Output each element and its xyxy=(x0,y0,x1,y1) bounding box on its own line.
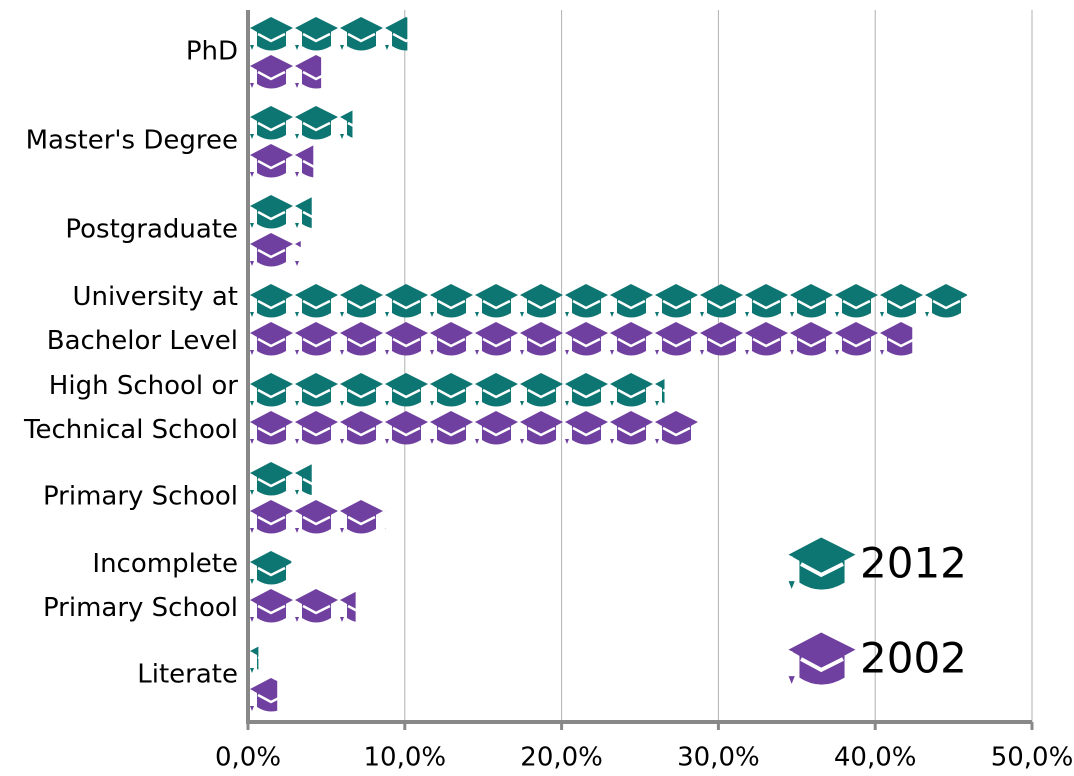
bar xyxy=(249,282,968,320)
y-tick-label: Postgraduate xyxy=(65,215,238,245)
y-tick-label: University at Bachelor Level xyxy=(47,282,238,356)
bar xyxy=(249,549,292,587)
bar xyxy=(249,587,356,625)
bar xyxy=(249,320,913,358)
legend-label: 2012 xyxy=(860,539,967,588)
bar xyxy=(249,193,312,231)
bar xyxy=(249,460,312,498)
bar xyxy=(249,142,314,180)
x-tick-label: 10,0% xyxy=(363,743,446,773)
bar xyxy=(249,231,301,269)
bar xyxy=(249,104,353,142)
y-tick-label: Master's Degree xyxy=(26,126,238,156)
legend-icon xyxy=(787,535,857,592)
y-tick-label: PhD xyxy=(186,37,238,67)
x-tick-label: 40,0% xyxy=(834,743,917,773)
x-tick-label: 50,0% xyxy=(991,743,1074,773)
x-tick-label: 20,0% xyxy=(520,743,603,773)
legend-icon xyxy=(787,630,857,687)
bar xyxy=(249,498,386,536)
bar xyxy=(249,409,698,447)
legend: 2012 2002 xyxy=(787,535,967,687)
bar xyxy=(249,53,322,91)
y-tick-label: Incomplete Primary School xyxy=(43,549,238,623)
y-tick-label: High School or Technical School xyxy=(23,371,238,445)
y-tick-label: Primary School xyxy=(43,482,238,512)
bar xyxy=(249,371,665,409)
bar xyxy=(249,638,259,676)
bar xyxy=(249,15,408,53)
bar xyxy=(249,676,278,714)
legend-label: 2002 xyxy=(860,634,967,683)
x-tick-label: 0,0% xyxy=(215,743,281,773)
y-tick-label: Literate xyxy=(137,660,238,690)
x-tick-label: 30,0% xyxy=(677,743,760,773)
